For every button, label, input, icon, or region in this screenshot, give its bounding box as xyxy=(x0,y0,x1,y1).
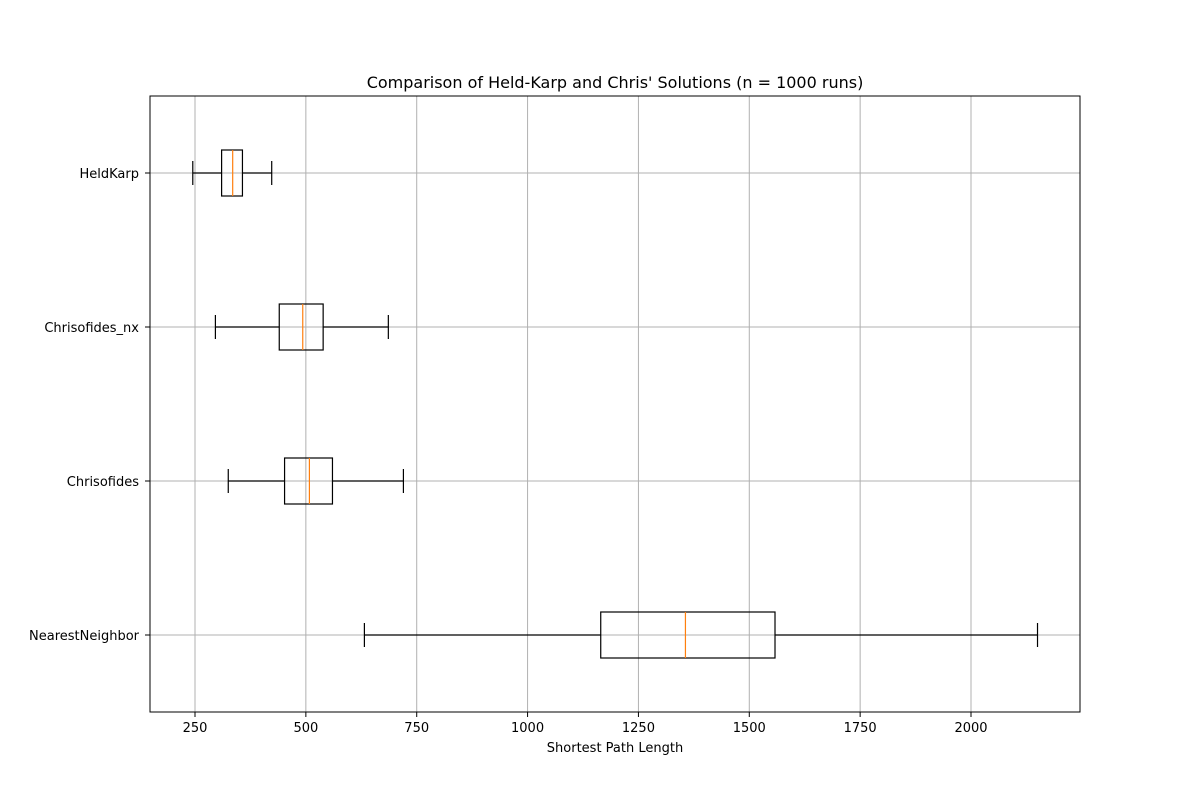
x-tick-label: 2000 xyxy=(954,721,987,736)
box-heldkarp xyxy=(192,149,273,197)
plot-frame xyxy=(149,95,1081,713)
y-tick-label: HeldKarp xyxy=(80,167,140,182)
x-axis-ticks: 250 500 750 1000 1250 1500 1750 2000 xyxy=(183,712,988,736)
x-tick-label: 1750 xyxy=(844,721,877,736)
x-tick-label: 500 xyxy=(293,721,318,736)
x-tick-label: 1500 xyxy=(733,721,766,736)
y-axis-ticks: HeldKarp Chrisofides_nx Chrisofides Nearest… xyxy=(29,167,150,644)
x-tick-label: 250 xyxy=(183,721,208,736)
y-tick-label: Chrisofides_nx xyxy=(44,321,139,336)
chart-title: Comparison of Held-Karp and Chris' Solut… xyxy=(367,73,864,92)
iqr-box xyxy=(278,303,324,351)
box-layer xyxy=(192,149,1039,659)
x-tick-label: 1000 xyxy=(511,721,544,736)
y-tick-label: Chrisofides xyxy=(67,475,139,490)
box-chrisofides-nx xyxy=(214,303,389,351)
iqr-box xyxy=(600,611,776,659)
x-tick-label: 750 xyxy=(404,721,429,736)
x-axis-label: Shortest Path Length xyxy=(547,741,683,756)
iqr-box xyxy=(283,457,334,505)
box-nearestneighbor xyxy=(363,611,1039,659)
y-tick-label: NearestNeighbor xyxy=(29,629,140,644)
x-tick-label: 1250 xyxy=(622,721,655,736)
box-chrisofides xyxy=(227,457,405,505)
iqr-box xyxy=(221,149,244,197)
grid-lines xyxy=(150,96,1080,712)
